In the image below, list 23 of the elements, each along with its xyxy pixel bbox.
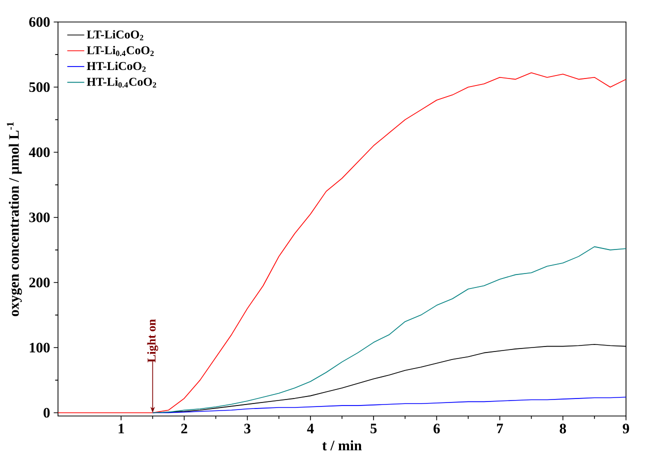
legend-label: LT-LiCoO$_{2}$ (86, 30, 144, 40)
y-tick-label: 300 (29, 212, 50, 222)
legend-label: HT-Li$_{0.4}$CoO$_{2}$ (86, 77, 156, 88)
x-tick-label: 4 (307, 424, 314, 434)
y-tick-label: 500 (29, 82, 50, 92)
x-tick-label: 9 (622, 424, 630, 434)
legend-label: HT-LiCoO$_{2}$ (86, 62, 146, 72)
x-tick-label: 8 (560, 424, 566, 434)
x-tick-label: 1 (118, 424, 124, 434)
x-tick-label: 5 (370, 424, 377, 434)
y-axis-title: oxygen concentration / μmol L$^{-1}$ (6, 122, 22, 316)
x-tick-label: 3 (244, 424, 250, 434)
x-tick-label: 7 (497, 424, 504, 434)
y-tick-label: 600 (29, 17, 50, 27)
x-tick-label: 6 (434, 424, 440, 434)
y-tick-label: 0 (44, 408, 50, 418)
y-tick-label: 100 (30, 342, 50, 352)
y-tick-label: 200 (29, 278, 50, 288)
legend-label: LT-Li$_{0.4}$CoO$_{2}$ (86, 46, 154, 56)
x-axis-title: t / min (322, 440, 362, 450)
annotation: Light on (147, 319, 158, 362)
x-tick-label: 2 (181, 424, 188, 434)
y-tick-label: 400 (28, 147, 50, 158)
